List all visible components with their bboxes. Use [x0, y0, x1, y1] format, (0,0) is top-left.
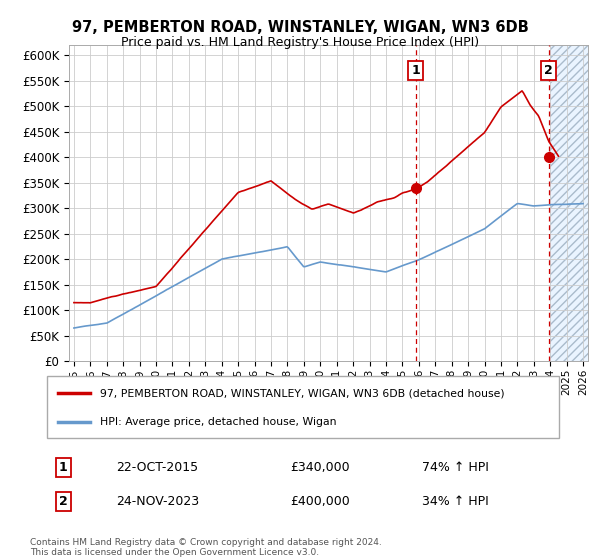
Text: Price paid vs. HM Land Registry's House Price Index (HPI): Price paid vs. HM Land Registry's House … — [121, 36, 479, 49]
Text: 2: 2 — [544, 64, 553, 77]
Text: 1: 1 — [411, 64, 420, 77]
Text: 1: 1 — [59, 461, 67, 474]
Text: 74% ↑ HPI: 74% ↑ HPI — [422, 461, 489, 474]
Text: 22-OCT-2015: 22-OCT-2015 — [116, 461, 198, 474]
Text: 2: 2 — [59, 494, 67, 508]
Text: 34% ↑ HPI: 34% ↑ HPI — [422, 494, 489, 508]
Text: 97, PEMBERTON ROAD, WINSTANLEY, WIGAN, WN3 6DB (detached house): 97, PEMBERTON ROAD, WINSTANLEY, WIGAN, W… — [100, 388, 505, 398]
Text: £340,000: £340,000 — [290, 461, 350, 474]
FancyBboxPatch shape — [47, 376, 559, 438]
Text: £400,000: £400,000 — [290, 494, 350, 508]
Text: HPI: Average price, detached house, Wigan: HPI: Average price, detached house, Wiga… — [100, 417, 337, 427]
Text: Contains HM Land Registry data © Crown copyright and database right 2024.
This d: Contains HM Land Registry data © Crown c… — [30, 538, 382, 557]
Bar — [550, 45, 599, 361]
Bar — [550, 45, 599, 361]
Text: 97, PEMBERTON ROAD, WINSTANLEY, WIGAN, WN3 6DB: 97, PEMBERTON ROAD, WINSTANLEY, WIGAN, W… — [71, 20, 529, 35]
Text: 24-NOV-2023: 24-NOV-2023 — [116, 494, 199, 508]
